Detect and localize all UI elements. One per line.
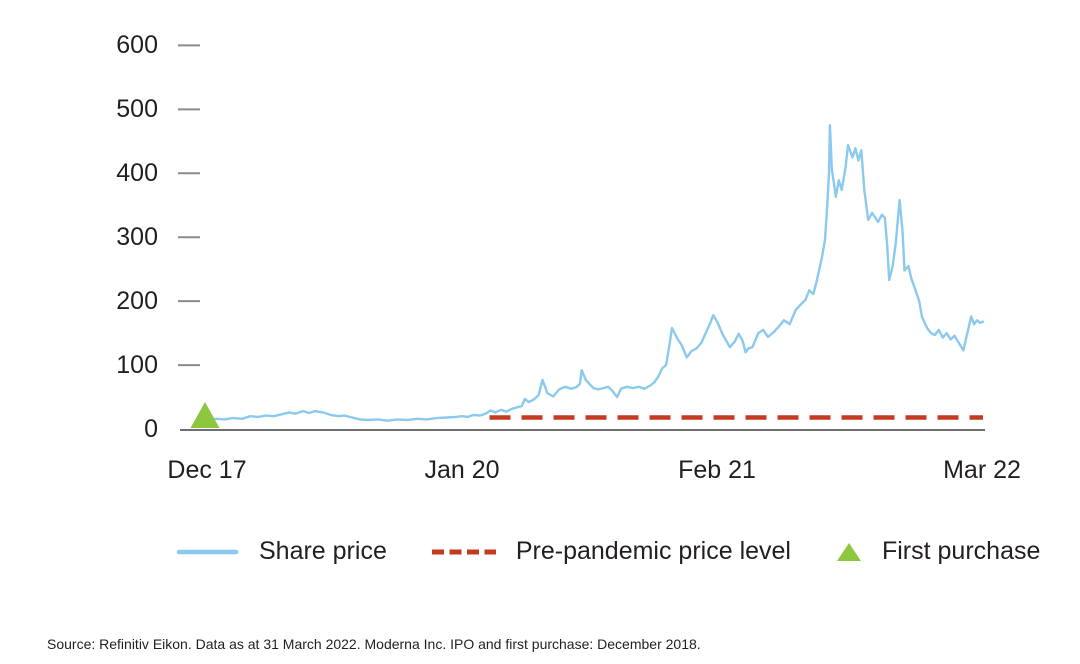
x-tick-label: Jan 20	[424, 456, 500, 484]
x-tick-label: Mar 22	[943, 456, 1021, 484]
share-price-line-icon	[176, 549, 239, 554]
legend-item-pre-pandemic: Pre-pandemic price level	[431, 537, 791, 566]
dashed-line-icon	[431, 549, 496, 554]
legend-item-first-purchase: First purchase	[836, 537, 1040, 566]
y-tick-label: 400	[116, 159, 158, 187]
x-tick-label: Dec 17	[167, 456, 247, 484]
y-tick-label: 300	[116, 223, 158, 251]
legend-item-share-price: Share price	[176, 537, 387, 566]
source-note: Source: Refinitiv Eikon. Data as at 31 M…	[47, 636, 701, 652]
legend: Share price Pre-pandemic price level Fir…	[176, 537, 1040, 566]
legend-label-pre-pandemic: Pre-pandemic price level	[515, 537, 791, 565]
legend-label-first-purchase: First purchase	[881, 537, 1041, 565]
y-tick-label: 200	[116, 287, 158, 315]
x-tick-label: Feb 21	[678, 456, 756, 484]
y-tick-label: 100	[116, 351, 158, 379]
legend-label-share-price: Share price	[259, 537, 387, 565]
triangle-marker-icon	[836, 542, 861, 561]
y-tick-label: 0	[144, 415, 158, 443]
y-tick-label: 500	[116, 95, 158, 123]
y-tick-label: 600	[116, 31, 158, 59]
